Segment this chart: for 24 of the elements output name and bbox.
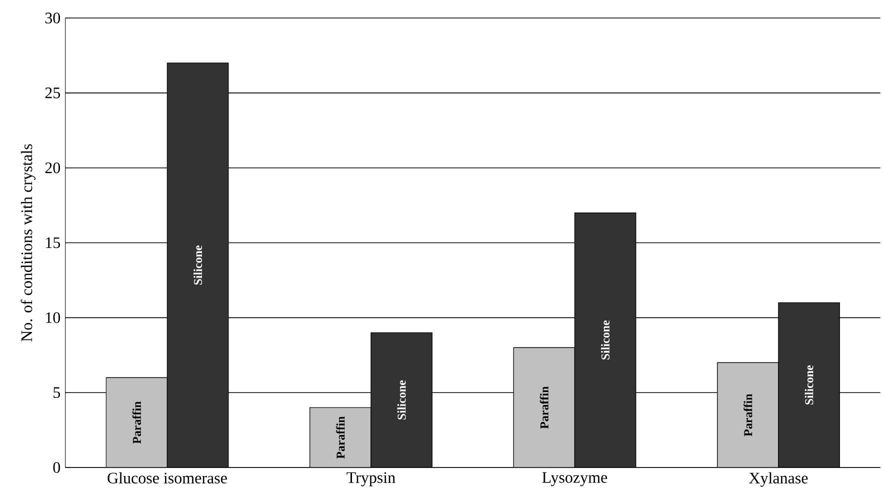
text: Silicone <box>397 380 406 420</box>
x-tick-label: Trypsin <box>346 472 396 486</box>
text: Silicone <box>804 365 814 404</box>
text: Paraffin <box>132 401 141 444</box>
x-tick-label: Glucose isomerase <box>108 472 227 484</box>
y-tick-label: 20 <box>45 162 60 174</box>
y-tick-label: 5 <box>54 387 60 398</box>
text: Paraffin <box>744 394 752 436</box>
text: Silicone <box>601 320 610 360</box>
series-label: Silicone <box>194 245 202 284</box>
y-tick-label: 0 <box>53 462 60 473</box>
bar <box>574 212 636 468</box>
series-label: Paraffin <box>336 416 345 459</box>
y-axis-title: No. of conditions with crystals <box>20 144 36 342</box>
y-tick-label: 30 <box>45 12 60 24</box>
x-tick-label: Xylanase <box>749 472 808 487</box>
x-tick-label: Lysozyme <box>542 472 608 486</box>
y-tick-label: 15 <box>46 237 60 248</box>
text: Paraffin <box>540 386 548 429</box>
y-tick-label: 10 <box>46 312 60 323</box>
bar <box>778 302 840 468</box>
y-tick-label: 25 <box>45 87 60 98</box>
bar <box>370 332 432 468</box>
bar <box>166 62 229 468</box>
